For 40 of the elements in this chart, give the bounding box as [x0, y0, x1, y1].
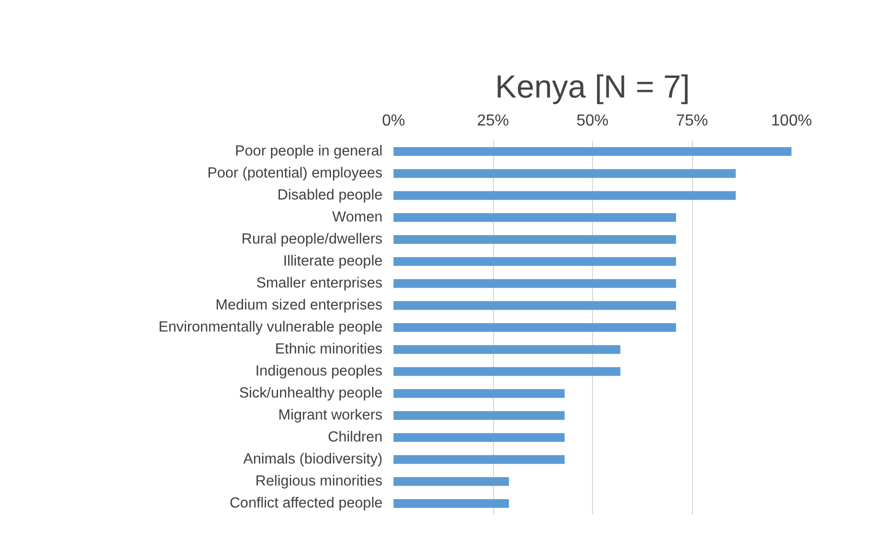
y-tick-label: Women [332, 210, 383, 226]
y-tick-label: Smaller enterprises [256, 276, 383, 292]
y-tick-label: Medium sized enterprises [216, 298, 383, 314]
x-tick-label: 0% [382, 112, 406, 130]
bar [394, 433, 565, 442]
bar [394, 279, 676, 288]
bar [394, 389, 565, 398]
bar [394, 411, 565, 420]
bar [394, 323, 676, 332]
bar [394, 499, 509, 508]
bar [394, 301, 676, 310]
y-tick-label: Poor people in general [235, 144, 383, 160]
x-tick-label: 100% [771, 112, 812, 130]
y-tick-label: Conflict affected people [230, 496, 383, 512]
y-tick-label: Environmentally vulnerable people [158, 320, 383, 336]
bar [394, 367, 620, 376]
x-tick-label: 75% [676, 112, 708, 130]
x-tick-label: 50% [576, 112, 609, 130]
y-tick-label: Migrant workers [278, 408, 383, 424]
bar [394, 191, 736, 200]
y-tick-label: Rural people/dwellers [242, 232, 383, 248]
bar [394, 169, 736, 178]
bar [394, 345, 620, 354]
bar [394, 213, 676, 222]
bar [394, 257, 676, 266]
bar [394, 455, 565, 464]
y-tick-label: Illiterate people [283, 254, 383, 270]
bar [394, 477, 509, 486]
y-tick-label: Indigenous peoples [255, 364, 383, 380]
bar [394, 235, 676, 244]
y-tick-label: Animals (biodiversity) [243, 452, 383, 468]
chart-title: Kenya [N = 7] [495, 68, 690, 104]
y-tick-label: Children [328, 430, 383, 446]
x-tick-label: 25% [476, 112, 510, 130]
y-tick-label: Sick/unhealthy people [239, 386, 383, 402]
y-tick-label: Ethnic minorities [274, 342, 383, 358]
bar [394, 147, 792, 156]
y-tick-label: Disabled people [277, 188, 383, 204]
y-tick-label: Poor (potential) employees [207, 166, 383, 182]
y-tick-label: Religious minorities [255, 474, 383, 490]
